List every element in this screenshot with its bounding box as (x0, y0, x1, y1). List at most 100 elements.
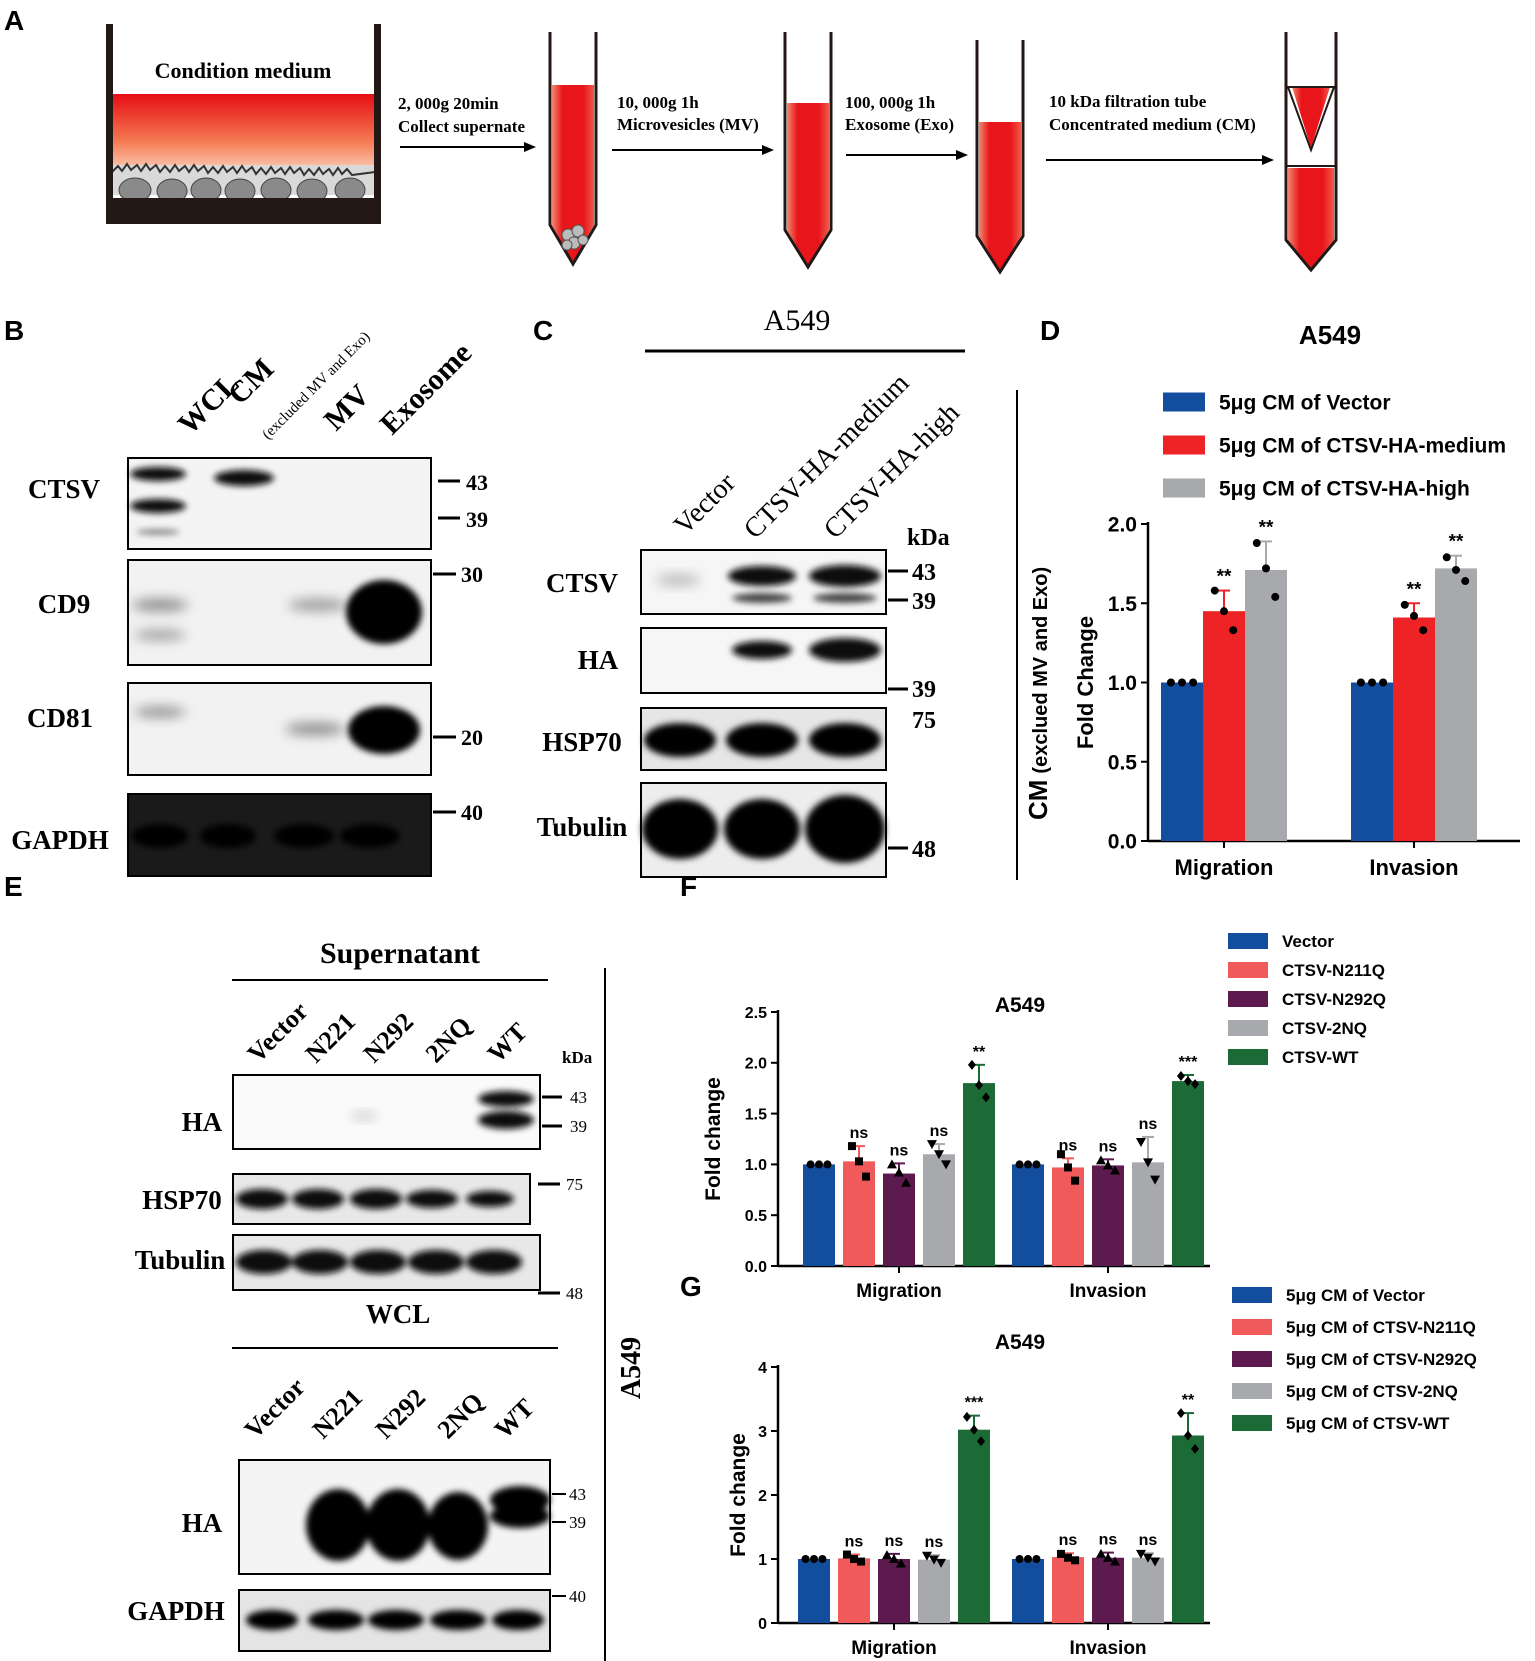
data-point (975, 1080, 983, 1091)
panel-letter-e: E (4, 871, 23, 902)
data-point (1024, 1160, 1032, 1169)
y-tick-label: 3 (758, 1424, 767, 1441)
step3-line2: Exosome (Exo) (845, 115, 954, 134)
significance-label: ns (925, 1534, 944, 1551)
legend-label: 5μg CM of CTSV-N211Q (1286, 1318, 1476, 1337)
data-point (1176, 1408, 1185, 1419)
significance-label: ** (1217, 567, 1232, 588)
data-point (1143, 1553, 1153, 1563)
marker-e-39: 39 (570, 1117, 587, 1136)
data-point (1150, 1175, 1161, 1185)
legend-label: 5μg CM of CTSV-HA-high (1219, 478, 1470, 501)
data-point (1095, 1548, 1106, 1558)
y-tick-label: 0 (758, 1616, 767, 1633)
data-point (1442, 553, 1451, 562)
data-point (1210, 586, 1219, 595)
x-tick-label: Invasion (1069, 1281, 1146, 1302)
marker-c-39: 39 (912, 589, 936, 615)
significance-label: ns (890, 1142, 909, 1159)
significance-label: *** (965, 1395, 984, 1412)
legend-swatch (1232, 1319, 1272, 1335)
data-point (1110, 1165, 1121, 1175)
c-blot-hsp70 (640, 707, 887, 771)
data-point (896, 1558, 907, 1568)
e-blot-hsp70 (232, 1173, 531, 1225)
blot-cd9 (127, 559, 432, 666)
data-point (1262, 564, 1270, 573)
marker-c-43: 43 (912, 560, 936, 586)
data-point (889, 1554, 899, 1563)
y-tick-label: 1 (758, 1552, 767, 1569)
data-point (1103, 1552, 1113, 1562)
legend-label: CTSV-N211Q (1282, 961, 1385, 980)
c-blot-ha (640, 627, 887, 694)
e-wcl-lane-2nq: 2NQ (432, 1387, 489, 1444)
data-point (1356, 678, 1365, 687)
blot-ctsv (127, 457, 432, 550)
data-point (1220, 607, 1228, 616)
e-wcl-row-gapdh: GAPDH (127, 1596, 225, 1626)
data-point (810, 1555, 818, 1563)
significance-label: ns (930, 1123, 949, 1140)
e-sup-lane-wt: WT (482, 1017, 533, 1068)
data-point (815, 1160, 823, 1169)
bar (923, 1154, 955, 1266)
bar (803, 1164, 835, 1266)
panel-d: CM(exclued MV and Exo) A549 Fold Change 0.… (1016, 320, 1520, 880)
data-point (1024, 1555, 1032, 1563)
data-point (1452, 565, 1460, 574)
legend-swatch (1232, 1287, 1272, 1303)
legend-label: 5μg CM of CTSV-N292Q (1286, 1350, 1477, 1369)
data-point (1229, 626, 1238, 635)
significance-label: ns (850, 1125, 869, 1142)
data-point (1032, 1160, 1041, 1169)
legend-label: Vector (1282, 932, 1334, 951)
c-cell-line: A549 (764, 304, 831, 337)
row-label-cd81: CD81 (27, 703, 93, 733)
data-point (857, 1557, 866, 1566)
data-point (1064, 1553, 1072, 1562)
step3-line1: 100, 000g 1h (845, 93, 936, 112)
e-cell-line: A549 (616, 1337, 647, 1399)
legend-label: 5μg CM of Vector (1286, 1286, 1425, 1305)
marker-e-wcl-40: 40 (569, 1587, 586, 1606)
y-axis-label: Fold change (702, 1077, 725, 1201)
y-tick-label: 2.0 (745, 1056, 767, 1073)
data-point (1176, 1071, 1185, 1082)
step4-line2: Concentrated medium (CM) (1049, 115, 1256, 134)
bar (1351, 682, 1393, 841)
marker-e-75: 75 (566, 1175, 583, 1194)
bar (1172, 1081, 1204, 1266)
bar (1172, 1435, 1204, 1623)
marker-e-43: 43 (570, 1088, 587, 1107)
panel-letter-c: C (533, 315, 553, 346)
row-label-gapdh: GAPDH (11, 825, 109, 855)
marker-e-48: 48 (566, 1284, 583, 1303)
data-point (1150, 1557, 1161, 1567)
significance-label: ns (1059, 1532, 1078, 1549)
y-tick-label: 0.0 (1108, 831, 1137, 854)
data-point (977, 1436, 986, 1447)
y-tick-label: 4 (758, 1360, 767, 1377)
data-point (1184, 1076, 1192, 1087)
bar (1245, 569, 1287, 841)
significance-label: ** (1407, 579, 1422, 600)
legend-swatch (1228, 962, 1268, 978)
panel-letter-a: A (4, 5, 24, 36)
chart-title: A549 (995, 994, 1045, 1017)
significance-label: ** (1449, 532, 1464, 553)
data-point (1189, 678, 1198, 687)
e-row-ha: HA (182, 1107, 223, 1137)
data-point (1178, 678, 1186, 687)
significance-label: ns (1139, 1532, 1158, 1549)
blot-gapdh (127, 793, 432, 877)
data-point (941, 1160, 952, 1170)
y-tick-label: 1.0 (745, 1157, 767, 1174)
data-point (801, 1555, 810, 1563)
y-tick-label: 1.5 (1108, 593, 1138, 616)
data-point (1064, 1163, 1072, 1172)
bar (1052, 1557, 1084, 1623)
chart-title: A549 (995, 1331, 1045, 1354)
x-tick-label: Invasion (1369, 855, 1458, 880)
tube-2 (783, 32, 833, 270)
